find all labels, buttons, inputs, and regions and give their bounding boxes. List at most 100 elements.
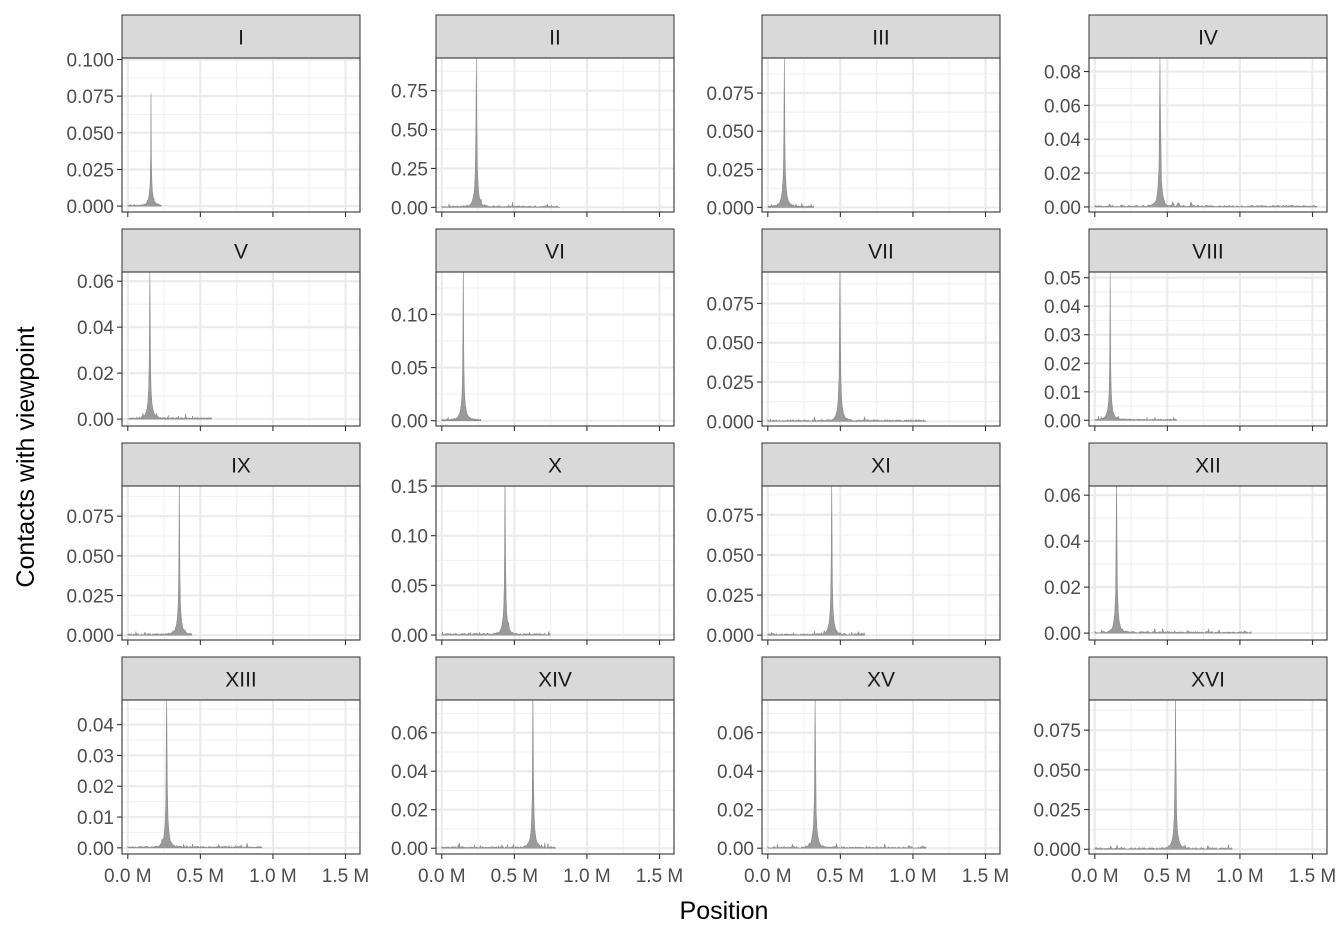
facet-panel-xiv: XIV 0.00 0.02 0.04 0.06 0.0 M 0.5 M 1.0 M 1.5 M xyxy=(391,656,683,887)
panel-background xyxy=(436,58,674,212)
x-tick-label: 0.5 M xyxy=(817,866,865,887)
panel-background xyxy=(122,58,360,212)
facet-strip xyxy=(1088,228,1328,273)
y-tick-label: 0.075 xyxy=(706,506,754,527)
y-tick-label: 0.075 xyxy=(66,87,114,108)
facet-panel-i: I 0.000 0.025 0.050 0.075 0.100 xyxy=(66,14,361,218)
y-tick-label: 0.00 xyxy=(391,412,428,433)
y-tick-label: 0.02 xyxy=(77,364,114,385)
y-tick-label: 0.025 xyxy=(1033,801,1081,822)
panel-border xyxy=(1088,271,1328,427)
panel-background xyxy=(1089,58,1327,212)
facet-strip-label: XIV xyxy=(538,669,572,692)
facet-strip xyxy=(761,442,1001,487)
facet-strip xyxy=(1088,442,1328,487)
y-tick-label: 0.025 xyxy=(706,373,754,394)
y-tick-label: 0.025 xyxy=(706,160,754,181)
x-tick-label: 1.0 M xyxy=(1216,866,1264,887)
contact-profile-area xyxy=(767,486,865,636)
panel-background xyxy=(1089,486,1327,640)
facet-strip xyxy=(121,228,361,273)
y-tick-label: 0.050 xyxy=(706,334,754,355)
y-tick-label: 0.04 xyxy=(1044,532,1081,553)
y-tick-label: 0.01 xyxy=(77,808,114,829)
contact-profile-area xyxy=(127,700,263,849)
panel-border xyxy=(435,699,675,855)
facet-strip xyxy=(121,656,361,701)
contact-profile-area xyxy=(127,93,162,208)
y-tick-label: 0.050 xyxy=(66,124,114,145)
facet-strip-label: V xyxy=(234,241,248,264)
facet-strip-label: VII xyxy=(868,241,894,264)
y-tick-label: 0.00 xyxy=(391,839,428,860)
y-tick-label: 0.25 xyxy=(391,159,428,180)
facet-strip xyxy=(121,14,361,59)
facet-strip xyxy=(1088,14,1328,59)
facet-panel-ix: IX 0.000 0.025 0.050 0.075 xyxy=(66,442,361,647)
facet-strip xyxy=(761,14,1001,59)
panel-background xyxy=(122,700,360,854)
y-tick-label: 0.04 xyxy=(77,318,114,339)
x-tick-label: 0.5 M xyxy=(177,866,225,887)
contact-profile-area xyxy=(441,272,482,422)
x-tick-label: 0.0 M xyxy=(744,866,792,887)
y-tick-label: 0.000 xyxy=(706,198,754,219)
panel-border xyxy=(1088,699,1328,855)
y-tick-label: 0.50 xyxy=(391,121,428,142)
facet-strip-label: XVI xyxy=(1191,669,1225,692)
y-tick-label: 0.02 xyxy=(391,801,428,822)
panel-border xyxy=(1088,485,1328,641)
panel-border xyxy=(435,485,675,641)
contact-profile-area xyxy=(767,700,927,849)
x-tick-label: 1.0 M xyxy=(889,866,937,887)
y-tick-label: 0.050 xyxy=(706,546,754,567)
y-tick-label: 0.075 xyxy=(1033,721,1081,742)
x-tick-label: 1.0 M xyxy=(249,866,297,887)
panel-background xyxy=(762,272,1000,426)
y-tick-label: 0.02 xyxy=(1044,578,1081,599)
y-tick-label: 0.06 xyxy=(77,272,114,293)
panel-background xyxy=(762,58,1000,212)
y-tick-label: 0.06 xyxy=(717,724,754,745)
y-tick-label: 0.04 xyxy=(1044,297,1081,318)
y-axis-title: Contacts with viewpoint xyxy=(12,326,40,587)
y-tick-label: 0.03 xyxy=(1044,326,1081,347)
facet-panel-vii: VII 0.000 0.025 0.050 0.075 xyxy=(706,228,1001,433)
y-tick-label: 0.000 xyxy=(706,412,754,433)
facet-strip-label: IX xyxy=(231,455,251,478)
facet-panels: I 0.000 0.025 0.050 0.075 0.100 II 0.00 0.25 0.50… xyxy=(66,14,1336,887)
contact-profile-area xyxy=(1094,486,1252,634)
panel-border xyxy=(435,271,675,427)
contact-profile-area xyxy=(1094,700,1233,850)
y-tick-label: 0.06 xyxy=(1044,96,1081,117)
panel-border xyxy=(761,699,1001,855)
y-tick-label: 0.00 xyxy=(717,839,754,860)
panel-border xyxy=(1088,57,1328,213)
y-tick-label: 0.10 xyxy=(391,305,428,326)
facet-strip-label: X xyxy=(548,455,562,478)
y-tick-label: 0.04 xyxy=(77,716,114,737)
panel-background xyxy=(1089,700,1327,854)
facet-panel-x: X 0.00 0.05 0.10 0.15 xyxy=(391,442,675,647)
y-tick-label: 0.050 xyxy=(1033,761,1081,782)
facet-strip-label: IV xyxy=(1198,27,1218,50)
contact-profile-area xyxy=(1094,272,1177,422)
y-tick-label: 0.02 xyxy=(77,777,114,798)
x-tick-label: 1.0 M xyxy=(563,866,611,887)
y-tick-label: 0.02 xyxy=(1044,354,1081,375)
y-tick-label: 0.00 xyxy=(1044,411,1081,432)
y-tick-label: 0.04 xyxy=(717,762,754,783)
y-tick-label: 0.050 xyxy=(66,547,114,568)
facet-strip xyxy=(435,228,675,273)
facet-strip xyxy=(1088,656,1328,701)
y-tick-label: 0.00 xyxy=(77,410,114,431)
y-tick-label: 0.000 xyxy=(66,626,114,647)
y-tick-label: 0.050 xyxy=(706,122,754,143)
y-tick-label: 0.00 xyxy=(391,626,428,647)
x-tick-label: 0.0 M xyxy=(1071,866,1119,887)
panel-background xyxy=(436,272,674,426)
y-tick-label: 0.15 xyxy=(391,477,428,498)
contact-profile-area xyxy=(127,272,212,421)
facet-strip-label: II xyxy=(549,27,561,50)
